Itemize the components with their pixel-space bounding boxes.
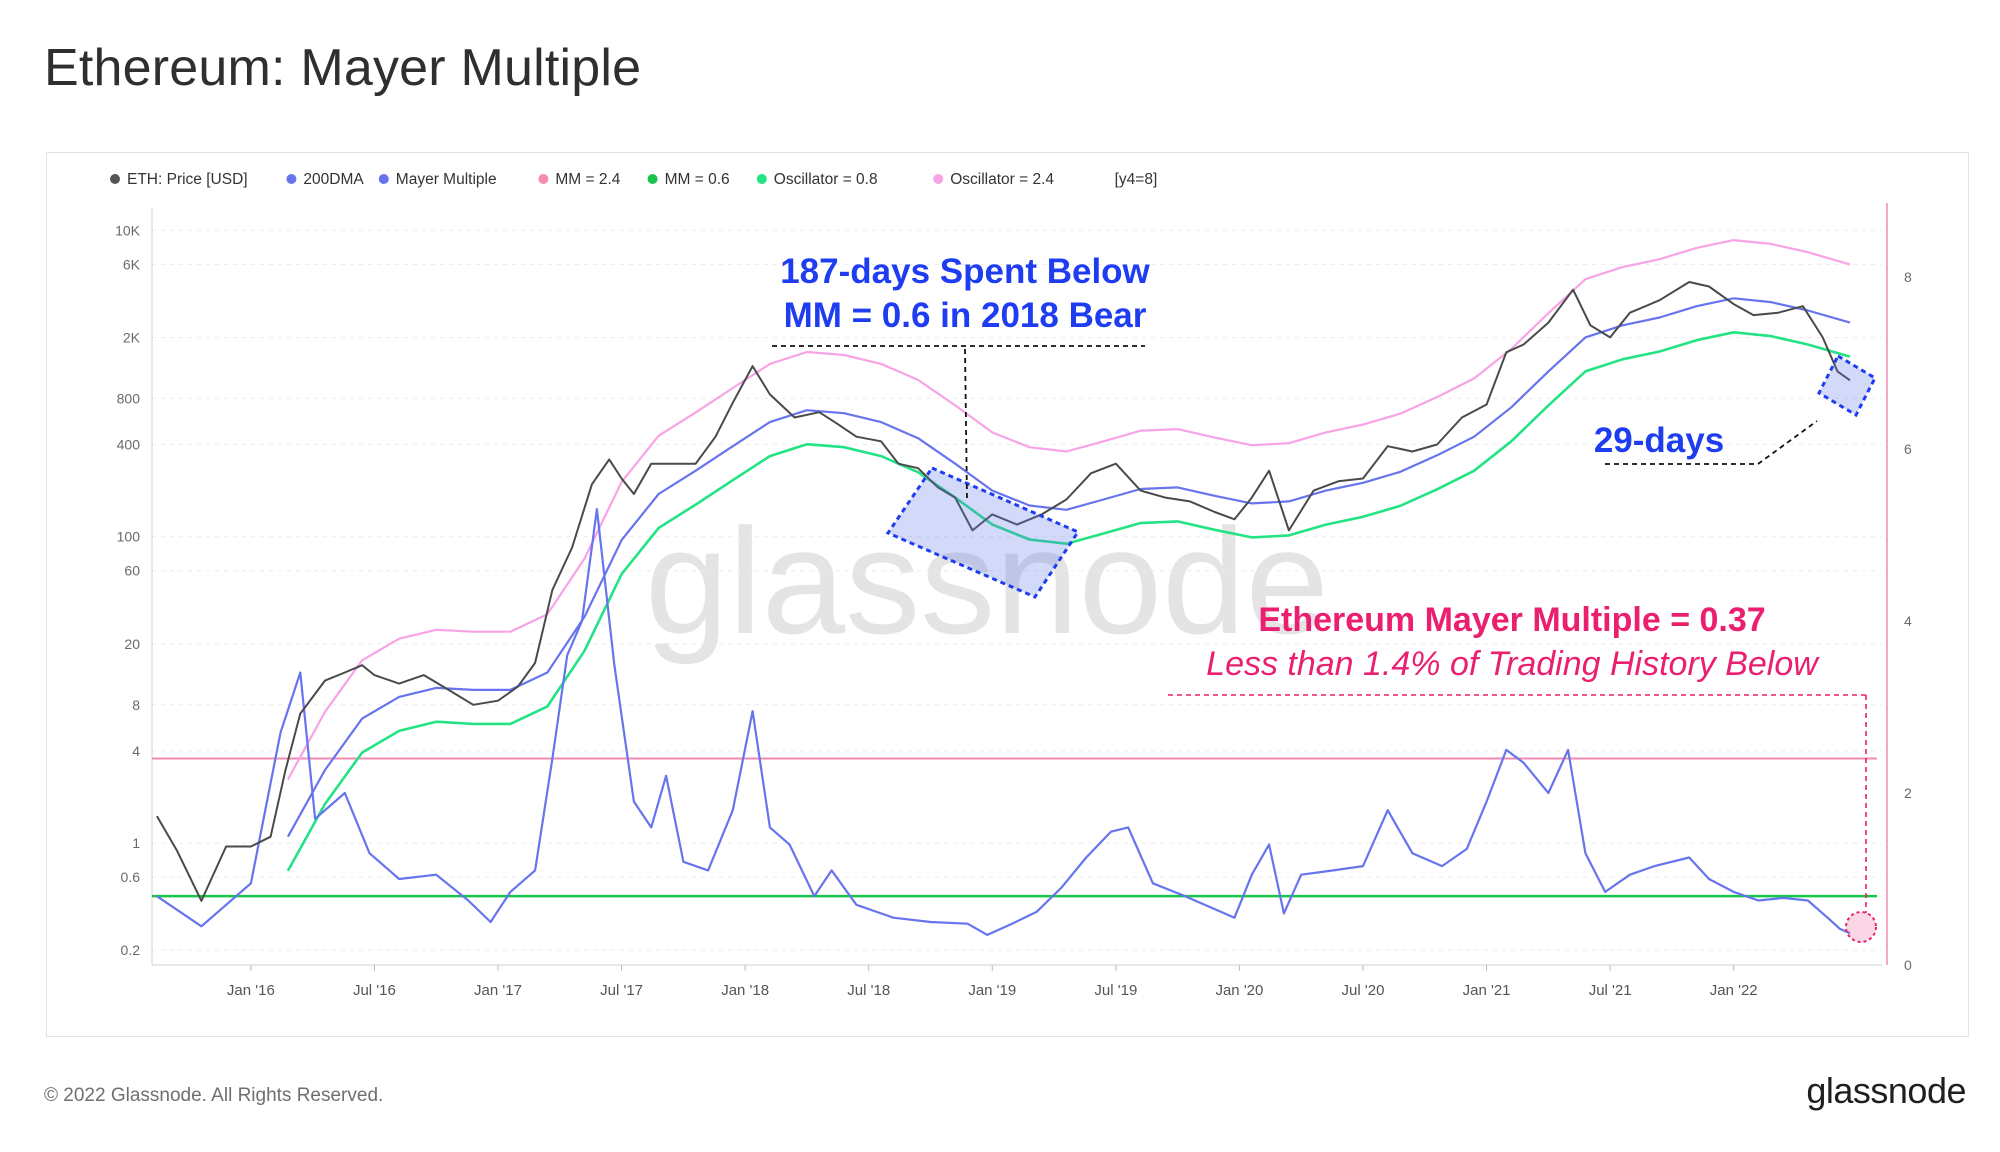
y-right-tick-label: 2 <box>1904 785 1912 801</box>
series-line-mayer-multiple <box>156 508 1851 936</box>
series-line-200dma <box>286 297 1851 838</box>
series-line-eth-price-usd- <box>156 281 1851 902</box>
x-tick-label: Jan '22 <box>1710 982 1758 999</box>
y-left-tick-label: 10K <box>115 222 141 238</box>
y-left-tick-label: 2K <box>123 329 141 345</box>
x-tick-label: Jan '20 <box>1215 982 1263 999</box>
legend-label: MM = 0.6 <box>665 171 730 188</box>
y-right-tick-label: 6 <box>1904 441 1912 457</box>
mayer-multiple-chart: glassnode 10K6K2K80040010060208410.60.28… <box>110 171 1912 999</box>
y-left-tick-label: 1 <box>132 835 140 851</box>
legend-dot <box>286 174 297 184</box>
x-tick-label: Jan '17 <box>474 982 522 999</box>
x-tick-label: Jul '19 <box>1094 982 1137 999</box>
watermark-text: glassnode <box>645 497 1329 665</box>
x-tick-label: Jul '16 <box>353 982 396 999</box>
y-left-tick-label: 800 <box>117 390 141 406</box>
legend-dot <box>756 174 767 184</box>
annotation-history-note: Less than 1.4% of Trading History Below <box>1206 645 1820 683</box>
current-value-marker <box>1845 911 1877 943</box>
x-tick-label: Jul '17 <box>600 982 643 999</box>
legend-label: 200DMA <box>303 171 364 188</box>
legend-dot <box>378 174 389 184</box>
chart-panel: glassnode 10K 6K 2K 800 400 100 60 20 8 4 1 0.6 0.2 8… <box>46 152 1969 1037</box>
annotation-leader <box>1757 420 1818 465</box>
y-left-tick-label: 0.6 <box>121 869 141 885</box>
x-tick-label: Jul '18 <box>847 982 890 999</box>
y-right-tick-label: 0 <box>1904 957 1912 973</box>
y-left-tick-label: 20 <box>124 636 140 652</box>
glassnode-logo[interactable]: glassnode <box>1806 1070 1966 1111</box>
y-left-tick-label: 0.2 <box>121 942 141 958</box>
x-tick-label: Jan '16 <box>227 982 275 999</box>
legend-label: [y4=8] <box>1115 171 1158 188</box>
legend-dot <box>110 174 120 184</box>
legend-label: Mayer Multiple <box>396 171 497 188</box>
2022-highlight-box <box>1817 353 1877 418</box>
y-left-tick-label: 100 <box>117 529 141 545</box>
legend-label: ETH: Price [USD] <box>127 171 248 188</box>
x-tick-label: Jan '21 <box>1463 982 1511 999</box>
page-title: Ethereum: Mayer Multiple <box>44 39 642 97</box>
legend-dot <box>538 174 549 184</box>
annotation-29-days: 29-days <box>1594 421 1724 460</box>
legend-label: MM = 2.4 <box>555 171 620 188</box>
y-right-tick-label: 8 <box>1904 269 1912 285</box>
legend-label: Oscillator = 0.8 <box>774 171 878 188</box>
legend-dot <box>647 174 658 184</box>
legend-label: Oscillator = 2.4 <box>950 171 1054 188</box>
annotation-leader <box>964 348 968 500</box>
x-tick-label: Jan '19 <box>968 982 1016 999</box>
annotation-bear-line2: MM = 0.6 in 2018 Bear <box>784 296 1147 335</box>
y-left-tick-label: 8 <box>132 697 140 713</box>
y-left-tick-label: 400 <box>117 437 141 453</box>
y-left-tick-label: 6K <box>123 256 141 272</box>
y-left-tick-label: 60 <box>124 563 140 579</box>
2018-bear-highlight-box <box>885 466 1081 599</box>
x-tick-label: Jan '18 <box>721 982 769 999</box>
y-left-tick-label: 4 <box>132 743 140 759</box>
footer-copyright: © 2022 Glassnode. All Rights Reserved. <box>44 1085 384 1106</box>
x-tick-label: Jul '21 <box>1589 982 1632 999</box>
y-right-tick-label: 4 <box>1904 613 1912 629</box>
x-tick-label: Jul '20 <box>1342 982 1385 999</box>
annotation-bear-line1: 187-days Spent Below <box>780 252 1150 291</box>
series-line-mm-0-6 <box>286 331 1851 872</box>
annotation-mayer-value: Ethereum Mayer Multiple = 0.37 <box>1258 601 1765 639</box>
legend-dot <box>933 174 944 184</box>
